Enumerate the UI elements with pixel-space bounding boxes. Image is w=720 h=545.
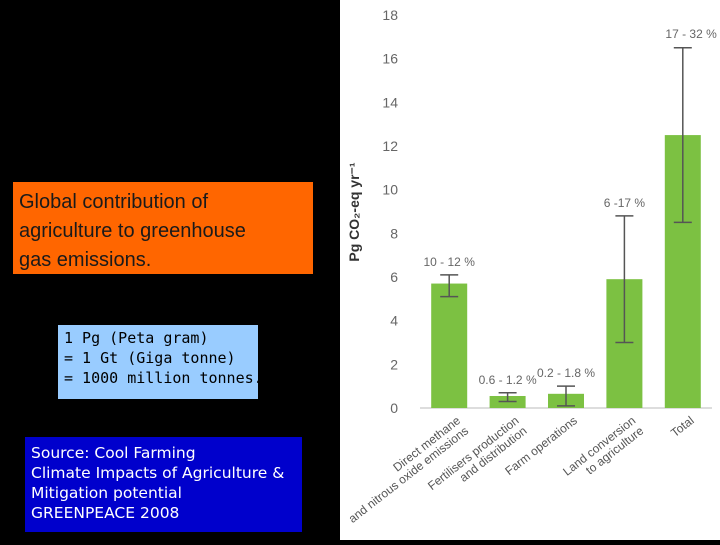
data-label: 0.2 - 1.8 % <box>537 366 595 380</box>
title-line: gas emissions. <box>19 249 152 271</box>
unit-note-box: 1 Pg (Peta gram) = 1 Gt (Giga tonne) = 1… <box>58 325 263 399</box>
y-tick-label: 8 <box>390 225 398 241</box>
source-line: Mitigation potential <box>31 484 182 502</box>
source-line: Source: Cool Farming <box>31 444 196 462</box>
title-line: Global contribution of <box>19 191 209 213</box>
source-line: GREENPEACE 2008 <box>31 504 180 522</box>
y-tick-label: 6 <box>390 269 398 285</box>
x-tick-label: Total <box>668 413 697 440</box>
source-box: Source: Cool Farming Climate Impacts of … <box>25 437 302 532</box>
y-tick-label: 4 <box>390 313 398 329</box>
y-tick-label: 14 <box>382 94 398 110</box>
unit-note-line: = 1 Gt (Giga tonne) <box>64 349 236 367</box>
y-tick-label: 16 <box>382 51 398 67</box>
chart-panel: 0 2 4 6 8 10 12 14 16 18 Pg CO₂-eq yr⁻¹ 10 - 12 % Di… <box>340 0 720 540</box>
source-line: Climate Impacts of Agriculture & <box>31 464 285 482</box>
y-tick-label: 12 <box>382 138 398 154</box>
unit-note-line: 1 Pg (Peta gram) <box>64 329 209 347</box>
title-line: agriculture to greenhouse <box>19 220 246 242</box>
data-label: 17 - 32 % <box>665 27 717 41</box>
data-label: 10 - 12 % <box>424 255 476 269</box>
y-tick-label: 18 <box>382 7 398 23</box>
title-box: Global contribution of agriculture to gr… <box>13 182 313 274</box>
x-tick-label-line: Total <box>668 413 697 440</box>
y-tick-label: 0 <box>390 400 398 416</box>
y-axis-label: Pg CO₂-eq yr⁻¹ <box>346 162 362 262</box>
y-tick-label: 2 <box>390 356 398 372</box>
bar <box>431 283 468 408</box>
unit-note-line: = 1000 million tonnes. <box>64 369 263 387</box>
data-label: 6 -17 % <box>604 196 646 210</box>
data-label: 0.6 - 1.2 % <box>479 373 537 387</box>
y-tick-label: 10 <box>382 182 398 198</box>
